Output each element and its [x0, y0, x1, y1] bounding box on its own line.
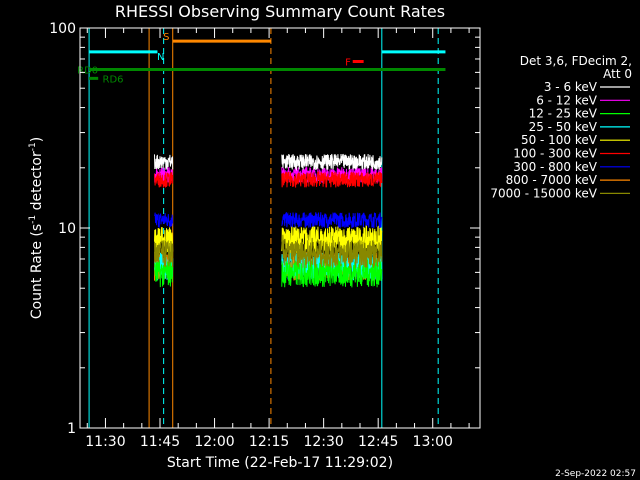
legend-label-4: 50 - 100 keV [521, 133, 598, 147]
x-axis-label: Start Time (22-Feb-17 11:29:02) [167, 455, 393, 471]
x-tick-label-1200: 12:00 [194, 434, 234, 450]
legend-label-0: 3 - 6 keV [544, 80, 598, 94]
series-12_25keV-seg-0 [154, 259, 174, 288]
flag-label-f: F [345, 57, 351, 68]
x-tick-label-1230: 12:30 [303, 434, 343, 450]
legend-label-6: 300 - 800 keV [513, 160, 597, 174]
footer-date: 2-Sep-2022 02:57 [555, 469, 636, 479]
x-tick-label-1300: 13:00 [413, 434, 453, 450]
plot-frame [79, 27, 481, 429]
x-tick-label-1130: 11:30 [85, 434, 125, 450]
series-3_6keV-seg-0 [154, 154, 174, 170]
x-tick-label-1245: 12:45 [358, 434, 398, 450]
legend-label-2: 12 - 25 keV [529, 107, 598, 121]
legend-label-1: 6 - 12 keV [536, 93, 598, 107]
y-tick-label-10: 10 [58, 221, 76, 237]
series-300_800keV-seg-1 [281, 211, 383, 230]
legend-label-3: 25 - 50 keV [529, 120, 598, 134]
series-300_800keV-seg-0 [154, 212, 174, 228]
legend-header-0: Det 3,6, FDecim 2, [520, 54, 632, 68]
series-3_6keV-seg-1 [281, 153, 383, 172]
legend-label-7: 800 - 7000 keV [506, 173, 598, 187]
y-axis-label: Count Rate (s-1 detector-1) [28, 137, 45, 319]
flag-label-s: S [163, 32, 169, 43]
legend-label-8: 7000 - 15000 keV [490, 186, 597, 200]
x-tick-label-1145: 11:45 [140, 434, 180, 450]
y-tick-label-100: 100 [49, 21, 76, 37]
flag-label-rd6: RD6 [103, 74, 124, 85]
series-7000_15000keV-seg-0 [154, 240, 174, 268]
flag-label-n: N [157, 52, 164, 63]
flag-label-rd0: RD0 [77, 66, 98, 77]
series-100_300keV-seg-1 [281, 170, 383, 188]
series-7000_15000keV-seg-1 [281, 239, 383, 269]
legend-label-5: 100 - 300 keV [513, 147, 597, 161]
chart-title: RHESSI Observing Summary Count Rates [115, 2, 445, 21]
series-100_300keV-seg-0 [154, 172, 174, 188]
legend-header-1: Att 0 [603, 67, 632, 81]
y-tick-label-1: 1 [67, 421, 76, 437]
x-tick-label-1215: 12:15 [249, 434, 289, 450]
